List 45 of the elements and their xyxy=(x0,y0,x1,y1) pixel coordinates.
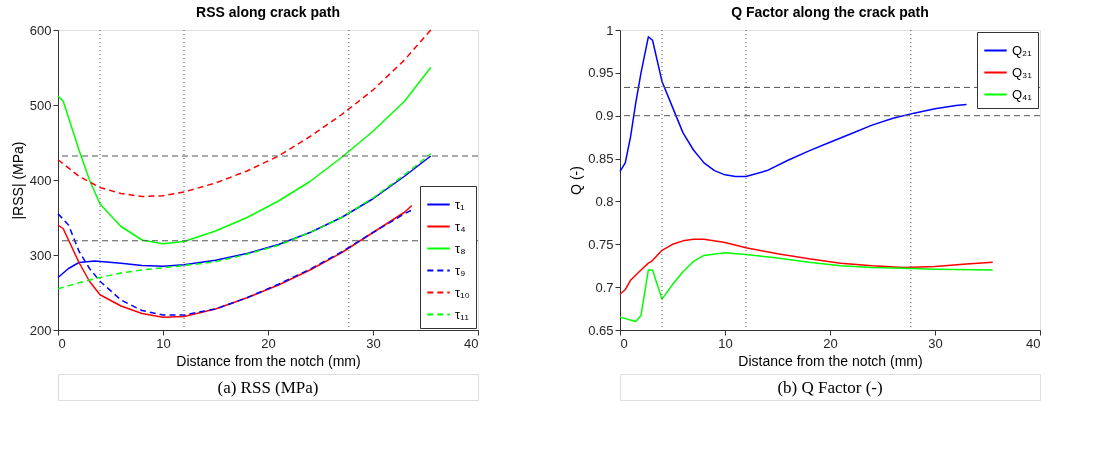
y-tick-label: 0.8 xyxy=(595,193,614,209)
y-axis-title: Q (-) xyxy=(568,166,585,195)
y-tick-label: 0.65 xyxy=(588,322,614,338)
y-tick-label: 600 xyxy=(29,22,52,38)
x-axis-title: Distance from the notch (mm) xyxy=(176,352,361,369)
x-tick-label: 10 xyxy=(718,335,733,351)
line-series xyxy=(619,36,968,178)
y-tick-label: 500 xyxy=(29,97,52,113)
legend-label: τ₁ xyxy=(455,196,466,212)
x-tick-label: 20 xyxy=(261,335,276,351)
x-tick-label: 0 xyxy=(620,335,628,351)
y-tick-label: 0.7 xyxy=(595,279,614,295)
x-tick-label: 30 xyxy=(928,335,943,351)
line-series xyxy=(619,238,994,295)
legend-label: τ₈ xyxy=(455,240,466,256)
y-tick-label: 300 xyxy=(29,247,52,263)
y-tick-label: 0.95 xyxy=(588,65,614,81)
chart-title: RSS along crack path xyxy=(196,4,340,20)
x-tick-label: 20 xyxy=(823,335,838,351)
legend-label: τ₁₀ xyxy=(455,284,470,300)
legend-label: τ₁₁ xyxy=(455,306,470,322)
legend-label: τ₉ xyxy=(455,262,466,278)
legend-label: Q₄₁ xyxy=(1012,86,1033,102)
y-tick-label: 0.75 xyxy=(588,236,614,252)
x-tick-label: 40 xyxy=(1026,335,1041,351)
line-series xyxy=(57,29,432,198)
legend-label: τ₄ xyxy=(455,218,466,234)
x-tick-label: 10 xyxy=(156,335,171,351)
x-tick-label: 40 xyxy=(464,335,479,351)
x-axis-title: Distance from the notch (mm) xyxy=(738,352,923,369)
x-tick-label: 0 xyxy=(58,335,66,351)
line-series xyxy=(619,252,994,323)
text: (a) RSS (MPa) xyxy=(217,378,319,397)
y-axis-title: |RSS| (MPa) xyxy=(9,141,26,220)
legend-label: Q₃₁ xyxy=(1012,64,1033,80)
y-tick-label: 1 xyxy=(606,22,614,38)
y-tick-label: 200 xyxy=(29,322,52,338)
y-tick-label: 0.9 xyxy=(595,108,614,124)
legend-label: Q₂₁ xyxy=(1012,42,1033,58)
line-series xyxy=(57,66,432,245)
x-tick-label: 30 xyxy=(366,335,381,351)
text: (b) Q Factor (-) xyxy=(777,378,883,397)
y-tick-label: 0.85 xyxy=(588,151,614,167)
chart-title: Q Factor along the crack path xyxy=(731,4,929,20)
y-tick-label: 400 xyxy=(29,172,52,188)
